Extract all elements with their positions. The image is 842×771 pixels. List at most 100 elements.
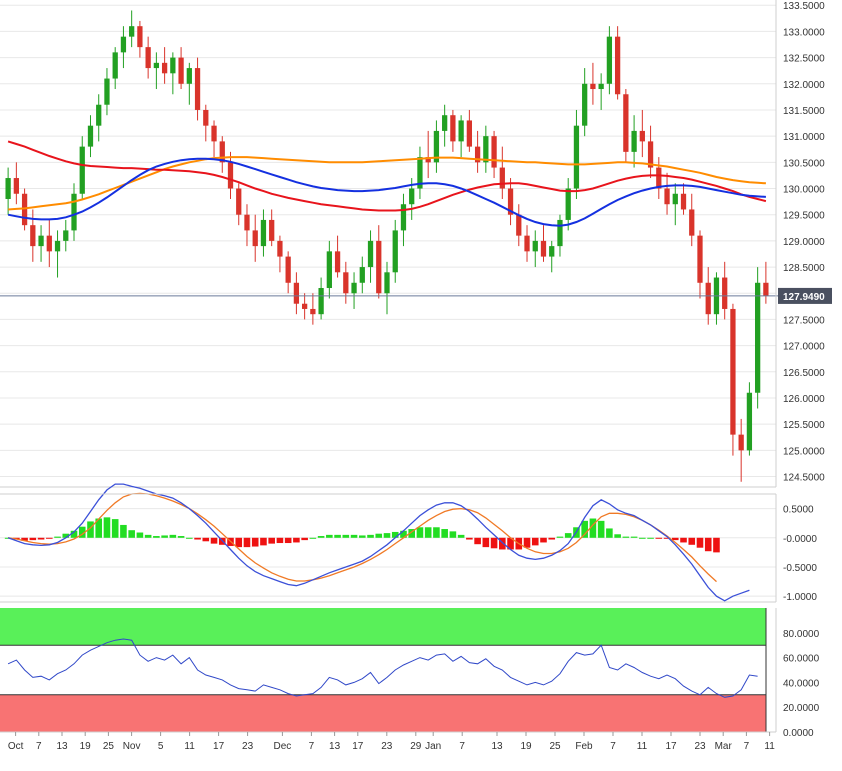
macd-histogram-bar xyxy=(383,533,391,538)
candle-body xyxy=(697,235,703,283)
candle xyxy=(491,130,497,179)
macd-histogram-bar xyxy=(268,537,275,544)
candle-body xyxy=(565,188,571,220)
macd-histogram-bar xyxy=(317,536,325,538)
candle-body xyxy=(194,68,201,110)
candle-body xyxy=(392,230,398,273)
candle-body xyxy=(54,240,61,252)
candle-body xyxy=(79,146,85,194)
macd-histogram-bar xyxy=(202,537,210,542)
macd-histogram-bar xyxy=(54,536,61,538)
price-tick-label: 131.5000 xyxy=(783,106,825,117)
candle-body xyxy=(161,62,168,74)
last-price-label: 127.9490 xyxy=(783,292,825,303)
candle xyxy=(260,209,267,257)
macd-histogram-bar xyxy=(276,537,284,544)
candle xyxy=(524,225,530,262)
macd-tick-label: -0.0000 xyxy=(783,534,817,545)
candle xyxy=(656,157,662,199)
candle xyxy=(359,256,365,294)
macd-histogram-bar xyxy=(367,534,374,538)
macd-histogram-bar xyxy=(70,530,78,538)
rsi-tick-label: 40.0000 xyxy=(783,678,820,689)
x-tick-label: 7 xyxy=(36,741,42,752)
x-tick-label: 25 xyxy=(103,741,115,752)
rsi-panel: 80.0000 60.0000 40.0000 20.0000 0.0000 xyxy=(0,608,820,739)
price-tick-label: 124.5000 xyxy=(783,473,825,484)
candle-body xyxy=(606,36,613,84)
candle xyxy=(343,261,349,304)
macd-histogram-bar xyxy=(531,537,539,546)
price-tick-label: 129.5000 xyxy=(783,211,825,222)
macd-histogram-bar xyxy=(704,537,712,552)
macd-histogram-bar xyxy=(194,537,201,540)
x-tick-label: 23 xyxy=(381,741,393,752)
macd-histogram-bar xyxy=(284,537,292,544)
macd-histogram-bar xyxy=(103,517,111,538)
candle xyxy=(400,193,407,247)
candle-body xyxy=(5,178,11,199)
macd-panel: 0.5000 -0.0000 -0.5000 -1.0000 xyxy=(0,483,817,603)
oversold-zone xyxy=(0,694,766,732)
candle-body xyxy=(120,36,127,53)
candle xyxy=(483,125,489,173)
x-tick-label: 13 xyxy=(56,741,68,752)
macd-histogram-bar xyxy=(449,531,457,538)
candle xyxy=(137,20,143,58)
last-price-tag-bg xyxy=(778,287,832,304)
price-tick-label: 130.5000 xyxy=(783,158,825,169)
candle xyxy=(170,52,176,95)
candle xyxy=(763,261,769,304)
candle xyxy=(252,214,258,262)
macd-histogram-bar xyxy=(474,537,481,545)
candle xyxy=(269,209,275,247)
candle xyxy=(96,94,102,142)
candle xyxy=(623,89,629,163)
macd-histogram-bar xyxy=(293,537,300,543)
ma-blue-line xyxy=(7,157,766,227)
candle xyxy=(153,52,160,90)
candle xyxy=(46,219,52,268)
candle xyxy=(466,109,473,152)
candle-body xyxy=(269,219,275,241)
candle xyxy=(590,62,596,105)
macd-histogram-bar xyxy=(21,537,28,541)
candle-body xyxy=(557,219,563,247)
macd-histogram-bar xyxy=(87,521,94,538)
candle xyxy=(450,109,456,152)
macd-histogram-bar xyxy=(482,537,490,548)
macd-histogram-bar xyxy=(416,527,424,538)
candle xyxy=(458,115,464,158)
macd-histogram-bar xyxy=(581,520,588,538)
candle-body xyxy=(326,251,332,289)
candle-body xyxy=(384,272,390,294)
x-tick-label: 25 xyxy=(549,741,561,752)
macd-histogram-bar xyxy=(301,537,308,541)
x-tick-label: 13 xyxy=(491,741,503,752)
candle xyxy=(203,104,209,142)
candle-body xyxy=(614,36,621,95)
candle xyxy=(219,136,225,173)
x-tick-label: 7 xyxy=(610,741,616,752)
price-tick-label: 127.5000 xyxy=(783,315,825,326)
candle-body xyxy=(755,282,761,393)
macd-histogram-bar xyxy=(260,537,267,546)
macd-histogram-bar xyxy=(688,537,696,545)
candle xyxy=(186,62,192,105)
candle xyxy=(614,26,621,100)
candle xyxy=(540,225,547,262)
rsi-tick-label: 0.0000 xyxy=(783,728,814,739)
candle xyxy=(425,130,431,179)
macd-tick-label: -0.5000 xyxy=(783,563,817,574)
candle xyxy=(738,418,744,482)
candle-body xyxy=(532,240,538,252)
macd-histogram-bar xyxy=(29,537,37,541)
price-tick-label: 133.0000 xyxy=(783,27,825,38)
candle-body xyxy=(145,47,151,69)
candle-body xyxy=(450,115,456,142)
candle-body xyxy=(417,157,423,189)
macd-histogram-bar xyxy=(441,529,448,538)
candle xyxy=(664,172,670,215)
x-tick-label: 11 xyxy=(184,741,195,752)
